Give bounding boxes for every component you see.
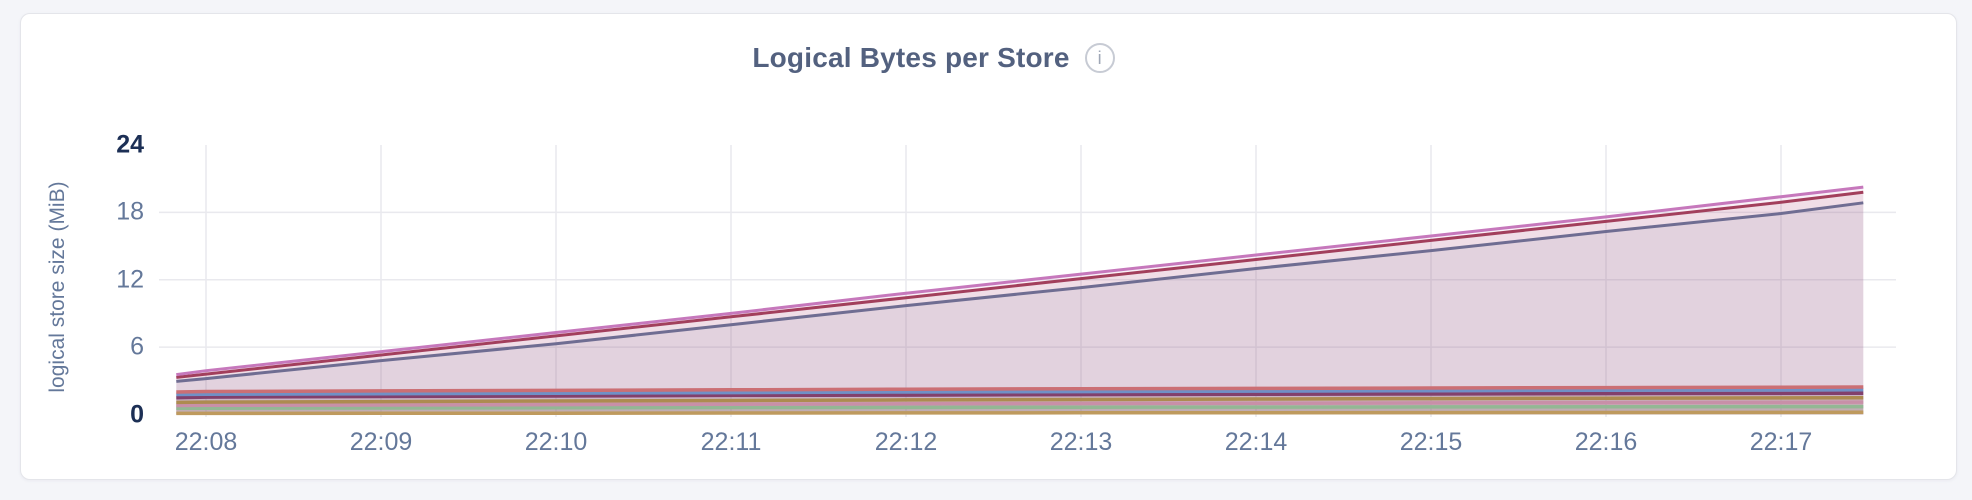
- series-store-salmon-line: [176, 385, 1864, 394]
- series-store-slate-line: [176, 201, 1864, 383]
- chart-title: Logical Bytes per Store: [752, 42, 1070, 73]
- series-store-maroon-line: [176, 391, 1864, 400]
- x-tick-label: 22:14: [1224, 428, 1288, 456]
- chart-canvas[interactable]: [21, 14, 1958, 481]
- series-store-pink-line: [176, 185, 1864, 377]
- x-tick-label: 22:08: [174, 428, 238, 456]
- series-store-tan-line: [176, 395, 1864, 405]
- x-tick-label: 22:15: [1399, 428, 1463, 456]
- x-tick-label: 22:11: [700, 428, 762, 456]
- info-circle-icon[interactable]: i: [1084, 43, 1115, 73]
- series-store-green-line: [176, 404, 1864, 411]
- x-tick-label: 22:16: [1574, 428, 1638, 456]
- y-tick-label: 6: [130, 332, 144, 361]
- series-store-gold-line: [176, 410, 1864, 416]
- y-tick-label: 24: [116, 130, 144, 159]
- y-tick-label: 12: [116, 265, 144, 294]
- series-store-red-area: [176, 192, 1864, 415]
- series-store-rose-line: [176, 400, 1864, 408]
- x-tick-label: 22:17: [1749, 428, 1813, 456]
- series-store-slate-area: [176, 202, 1864, 415]
- y-tick-label: 18: [116, 197, 144, 226]
- x-tick-label: 22:09: [349, 428, 413, 456]
- chart-plot-area[interactable]: logical store size (MiB) 24 18 12 6 0 22:08 2…: [21, 14, 1956, 479]
- series-store-blue-line: [176, 388, 1864, 397]
- chart-card: Logical Bytes per Store i logical store …: [20, 13, 1957, 480]
- series-store-red-line: [176, 190, 1864, 379]
- chart-header: Logical Bytes per Store i: [21, 42, 1956, 74]
- x-tick-label: 22:12: [874, 428, 938, 456]
- series-store-pink-area: [176, 187, 1864, 415]
- x-tick-label: 22:10: [524, 428, 588, 456]
- x-tick-label: 22:13: [1049, 428, 1113, 456]
- y-tick-label: 0: [130, 400, 144, 428]
